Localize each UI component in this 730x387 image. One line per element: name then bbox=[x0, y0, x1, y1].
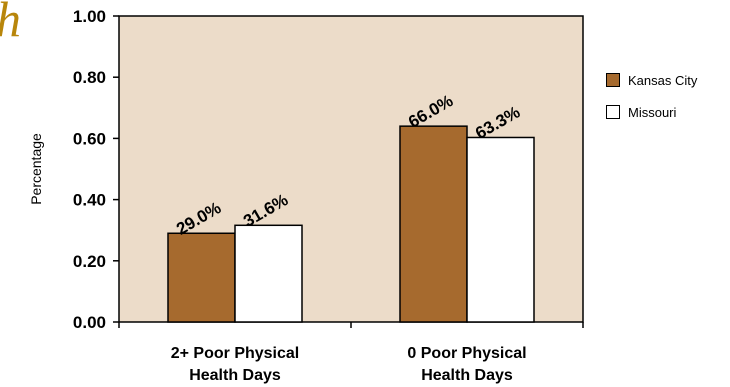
legend-label-kansas-city: Kansas City bbox=[628, 72, 698, 88]
y-tick-label: 0.00 bbox=[73, 313, 106, 332]
y-tick-label: 1.00 bbox=[73, 7, 106, 26]
bar bbox=[234, 224, 303, 323]
y-tick-label: 0.20 bbox=[73, 252, 106, 271]
x-tick-label: Health Days bbox=[189, 367, 281, 384]
legend-label-missouri: Missouri bbox=[628, 104, 677, 120]
x-tick-label: 0 Poor Physical bbox=[407, 345, 526, 362]
legend-item-kansas-city: Kansas City bbox=[606, 68, 697, 92]
legend-item-missouri: Missouri bbox=[606, 100, 697, 124]
y-axis-label: Percentage bbox=[28, 133, 44, 205]
legend: Kansas City Missouri bbox=[606, 68, 697, 132]
header-fragment: h bbox=[0, 0, 21, 44]
bar bbox=[167, 232, 236, 323]
x-tick-label: Health Days bbox=[421, 367, 513, 384]
legend-swatch-missouri bbox=[606, 105, 620, 119]
legend-swatch-kansas-city bbox=[606, 73, 620, 87]
y-tick-label: 0.60 bbox=[73, 129, 106, 148]
bar bbox=[466, 136, 535, 323]
y-tick-label: 0.80 bbox=[73, 68, 106, 87]
bar bbox=[399, 125, 468, 323]
y-tick-label: 0.40 bbox=[73, 191, 106, 210]
x-tick-label: 2+ Poor Physical bbox=[171, 345, 300, 362]
